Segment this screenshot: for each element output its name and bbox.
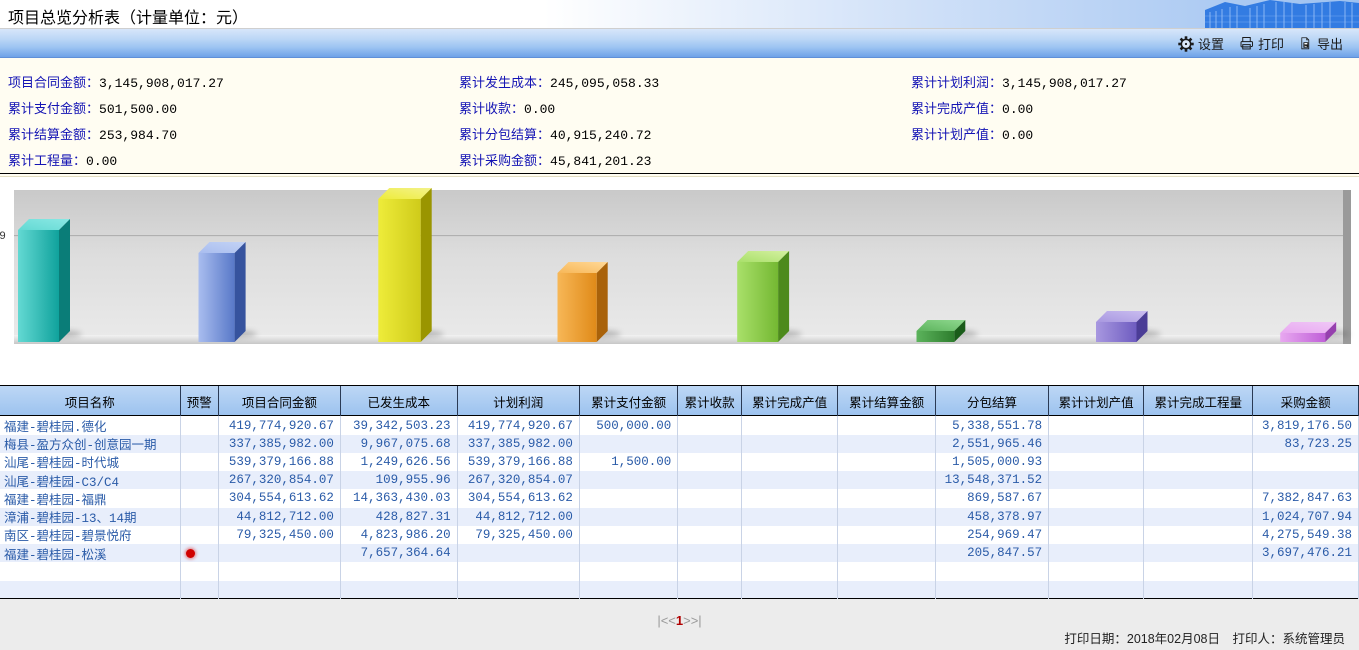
svg-text:33,569: 33,569: [0, 230, 6, 242]
